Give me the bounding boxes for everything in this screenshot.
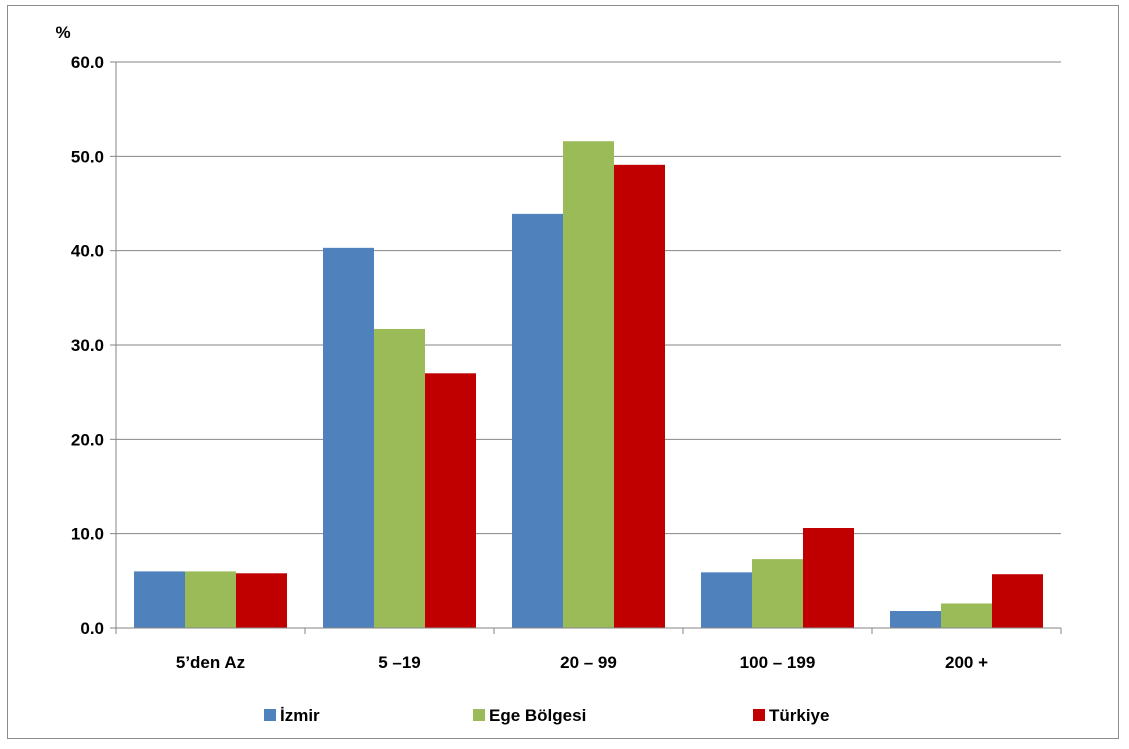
- chart-frame: [7, 5, 1119, 739]
- y-tick-label: 60.0: [71, 53, 104, 72]
- x-tick-label: 5 –19: [378, 653, 421, 672]
- bar: [941, 603, 992, 628]
- y-tick-labels: 0.0 10.0 20.0 30.0 40.0 50.0 60.0: [71, 53, 104, 638]
- bar: [374, 328, 425, 628]
- x-tick-label: 5’den Az: [176, 653, 245, 672]
- y-axis-unit-label: %: [55, 23, 70, 42]
- x-tick-label: 100 – 199: [740, 653, 816, 672]
- legend-swatch: [753, 709, 765, 721]
- bar: [512, 213, 563, 629]
- legend-item: Ege Bölgesi: [473, 706, 586, 725]
- legend: İzmir Ege Bölgesi Türkiye: [264, 706, 829, 725]
- bar: [236, 573, 287, 628]
- bar: [890, 611, 941, 628]
- axes: [110, 61, 1062, 634]
- y-tick-label: 20.0: [71, 430, 104, 449]
- legend-item: İzmir: [264, 706, 320, 725]
- y-tick-label: 30.0: [71, 336, 104, 355]
- legend-label: Türkiye: [769, 706, 829, 725]
- legend-swatch: [264, 709, 276, 721]
- x-tick-label: 20 – 99: [560, 653, 617, 672]
- bar: [425, 373, 476, 628]
- y-tick-label: 40.0: [71, 242, 104, 261]
- bar: [803, 528, 854, 628]
- bar: [563, 141, 614, 629]
- bar: [323, 247, 374, 628]
- y-tick-label: 0.0: [80, 619, 104, 638]
- bars: [134, 141, 1043, 629]
- bar: [992, 574, 1043, 628]
- legend-label: İzmir: [280, 706, 320, 725]
- gridlines: [116, 61, 1061, 535]
- y-tick-label: 10.0: [71, 525, 104, 544]
- y-tick-label: 50.0: [71, 147, 104, 166]
- legend-swatch: [473, 709, 485, 721]
- bar: [701, 572, 752, 628]
- bar: [185, 571, 236, 628]
- x-tick-labels: 5’den Az 5 –19 20 – 99 100 – 199 200 +: [176, 653, 988, 672]
- bar: [614, 164, 665, 628]
- legend-label: Ege Bölgesi: [489, 706, 586, 725]
- bar: [134, 571, 185, 628]
- legend-item: Türkiye: [753, 706, 829, 725]
- x-tick-label: 200 +: [945, 653, 988, 672]
- bar: [752, 559, 803, 628]
